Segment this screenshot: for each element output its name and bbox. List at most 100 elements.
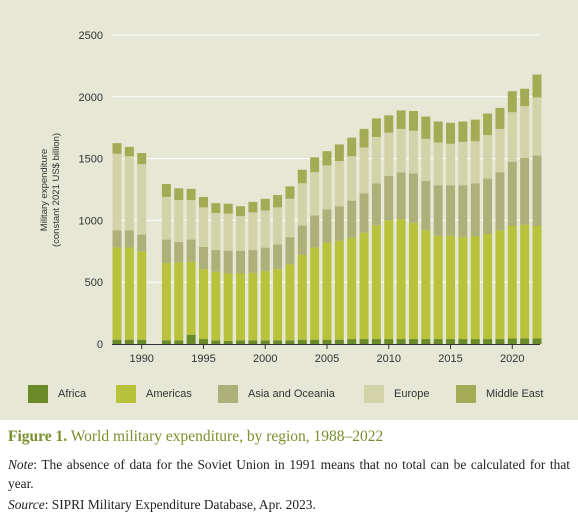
bar-2020-europe (507, 112, 517, 162)
bar-2010-americas (384, 220, 394, 340)
bar-2005-europe (322, 165, 332, 210)
bar-1996-asia-and-oceania (211, 250, 221, 272)
x-tick-label-2010: 2010 (377, 353, 401, 365)
bar-2015-asia-and-oceania (446, 185, 456, 236)
bar-2009-americas (371, 225, 381, 340)
bar-1997-africa (223, 340, 233, 344)
bar-2000-africa (260, 340, 270, 344)
bar-2003-middle-east (297, 169, 307, 184)
bar-1994-americas (186, 261, 196, 335)
bar-1993-europe (174, 200, 184, 243)
bar-1995-americas (198, 269, 208, 340)
bar-2017-europe (470, 141, 480, 184)
bar-2017-americas (470, 236, 480, 340)
bar-1993-americas (174, 262, 184, 341)
x-tick-label-2015: 2015 (438, 353, 462, 365)
bar-2002-africa (285, 340, 295, 344)
bar-2012-middle-east (408, 111, 418, 131)
bar-2004-europe (310, 172, 320, 216)
legend-label-africa: Africa (58, 388, 87, 400)
bar-2017-africa (470, 339, 480, 344)
bar-2002-middle-east (285, 186, 295, 199)
bar-2006-europe (334, 161, 344, 207)
bar-1993-asia-and-oceania (174, 242, 184, 263)
bar-1992-asia-and-oceania (161, 239, 171, 264)
bar-1999-africa (248, 340, 258, 344)
bar-2007-americas (347, 237, 357, 340)
bar-2014-middle-east (433, 121, 443, 143)
bar-1990-asia-and-oceania (137, 234, 147, 252)
bar-2020-americas (507, 225, 517, 339)
bar-2010-middle-east (384, 115, 394, 133)
bar-1988-asia-and-oceania (112, 230, 122, 248)
x-tick-label-1995: 1995 (191, 353, 215, 365)
bar-2010-asia-and-oceania (384, 175, 394, 221)
bar-2022-americas (532, 225, 542, 339)
bar-2004-middle-east (310, 157, 320, 173)
bar-2007-europe (347, 156, 357, 201)
bar-2002-asia-and-oceania (285, 237, 295, 265)
y-tick-label-500: 500 (85, 277, 103, 289)
bar-2013-middle-east (421, 116, 431, 139)
bar-2016-middle-east (458, 121, 468, 142)
bar-2003-asia-and-oceania (297, 225, 307, 255)
bar-2001-americas (273, 269, 283, 341)
bar-1994-middle-east (186, 188, 196, 200)
bar-1996-europe (211, 212, 221, 251)
bar-2013-americas (421, 230, 431, 340)
bar-1997-americas (223, 273, 233, 341)
bar-2011-europe (396, 128, 406, 173)
bar-2021-europe (520, 106, 530, 158)
bar-2018-middle-east (483, 113, 493, 136)
bar-2007-asia-and-oceania (347, 200, 357, 238)
bar-2015-europe (446, 143, 456, 186)
bar-2003-africa (297, 339, 307, 344)
bar-2016-africa (458, 339, 468, 344)
bar-1996-africa (211, 340, 221, 344)
bar-2020-asia-and-oceania (507, 161, 517, 226)
bar-1989-europe (124, 156, 134, 231)
x-tick-label-2005: 2005 (315, 353, 339, 365)
bar-2014-asia-and-oceania (433, 185, 443, 236)
bar-2005-asia-and-oceania (322, 209, 332, 243)
figure-source: Source: SIPRI Military Expenditure Datab… (8, 497, 570, 513)
bar-2022-middle-east (532, 74, 542, 98)
bar-2006-americas (334, 240, 344, 340)
note-label: Note (8, 457, 34, 472)
legend-label-middle-east: Middle East (486, 388, 544, 400)
bar-2006-africa (334, 339, 344, 344)
bar-1988-africa (112, 339, 122, 344)
bar-1998-americas (236, 273, 246, 341)
bar-2009-middle-east (371, 118, 381, 137)
bar-2013-europe (421, 138, 431, 181)
bar-1998-asia-and-oceania (236, 250, 246, 274)
x-tick-label-2000: 2000 (253, 353, 277, 365)
y-tick-label-1000: 1000 (79, 215, 103, 227)
bar-1999-middle-east (248, 201, 258, 213)
bar-2011-africa (396, 339, 406, 344)
y-axis-title-line-2: (constant 2021 US$ billion) (51, 133, 62, 247)
bar-2001-asia-and-oceania (273, 244, 283, 270)
legend-item-asia-oceania: Asia and Oceania (218, 382, 335, 406)
bar-2004-africa (310, 339, 320, 344)
bar-2022-africa (532, 338, 542, 344)
bar-1994-africa (186, 334, 196, 344)
bar-2020-africa (507, 338, 517, 344)
bar-2021-asia-and-oceania (520, 157, 530, 225)
bar-2008-africa (359, 339, 369, 344)
x-tick-label-2020: 2020 (500, 353, 524, 365)
bar-2004-americas (310, 247, 320, 340)
bar-1997-middle-east (223, 203, 233, 214)
bar-2018-americas (483, 234, 493, 340)
bar-2018-asia-and-oceania (483, 178, 493, 234)
legend-swatch-americas (116, 385, 136, 403)
y-axis-title: Military expenditure (constant 2021 US$ b… (39, 133, 62, 247)
legend-item-africa: Africa (28, 382, 86, 406)
bar-2013-asia-and-oceania (421, 180, 431, 231)
bar-1996-americas (211, 271, 221, 341)
bar-2001-africa (273, 340, 283, 344)
bar-2000-europe (260, 210, 270, 248)
bar-2015-africa (446, 339, 456, 344)
x-tick-label-1990: 1990 (129, 353, 153, 365)
bar-1994-europe (186, 200, 196, 240)
